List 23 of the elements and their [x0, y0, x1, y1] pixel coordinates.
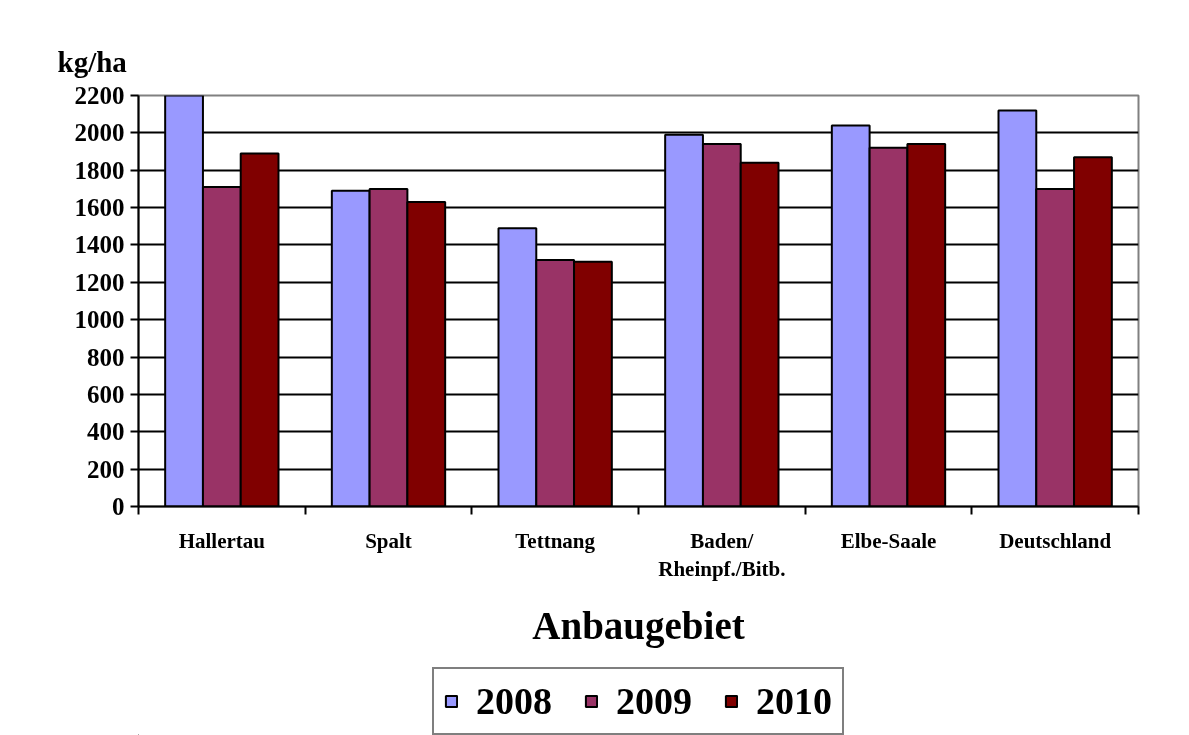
y-tick-label: 1400 [74, 231, 125, 259]
y-tick-label: 1800 [74, 156, 125, 184]
y-tick-label: 1200 [74, 268, 125, 296]
y-tick-label: 2200 [74, 82, 125, 109]
x-tick-label: Deutschland [999, 528, 1112, 553]
legend-label: 2010 [756, 679, 832, 723]
y-tick-label: 200 [87, 455, 125, 483]
x-axis-title: Anbaugebiet [532, 604, 745, 649]
x-tick-label: Hallertau [178, 528, 266, 553]
y-axis-title: kg/ha [57, 45, 128, 78]
x-tick-label: Tettnang [515, 528, 596, 553]
y-tick-label: 2000 [74, 119, 125, 147]
y-tick-label: 600 [87, 380, 125, 408]
x-tick-label: Baden/ Rheinpf./Bitb. [658, 528, 786, 582]
legend-label: 2009 [616, 679, 692, 723]
x-tick-label: Spalt [365, 528, 412, 553]
y-tick-label: 800 [87, 343, 125, 371]
y-tick-label: 1600 [74, 194, 125, 222]
legend-label: 2008 [476, 679, 552, 723]
y-tick-label: 0 [112, 493, 125, 520]
y-tick-label: 400 [87, 418, 125, 446]
y-tick-label: 1000 [74, 306, 125, 334]
x-tick-label: Elbe-Saale [840, 528, 937, 553]
